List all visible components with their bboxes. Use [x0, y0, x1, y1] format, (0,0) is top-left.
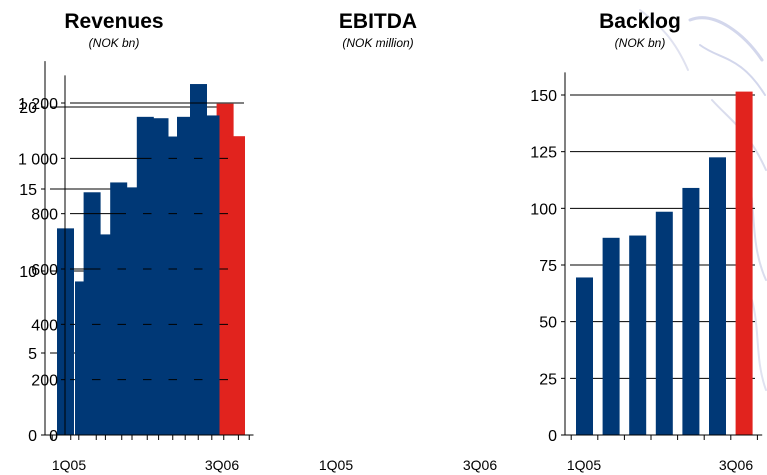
watermark-stroke [639, 9, 689, 71]
bar-1q05 [75, 281, 92, 435]
watermark-stroke [688, 16, 764, 62]
bar-3q06 [228, 136, 245, 435]
x-label-last: 3Q06 [205, 457, 239, 473]
bar-1q05 [576, 277, 593, 435]
y-tick-label: 1 000 [18, 151, 58, 168]
bar-4q05 [151, 118, 169, 435]
plot-area: 0 25 50 75 100 125 150 [530, 72, 763, 445]
y-tick-label: 800 [31, 207, 58, 224]
backlog-chart-panel: Backlog (NOK bn) 0 25 50 75 100 125 150 1Q05 3… [506, 0, 767, 475]
y-tick-label: 400 [31, 317, 58, 334]
watermark-stroke [699, 44, 766, 96]
backlog-chart: Backlog (NOK bn) 0 25 50 75 100 125 150 1Q05 3… [530, 10, 763, 473]
x-label-first: 1Q05 [52, 457, 86, 473]
bar-2q05 [100, 234, 118, 435]
y-tick-label: 1 200 [18, 96, 58, 113]
y-tick-label: 150 [530, 88, 557, 105]
y-tick-label: 125 [530, 145, 557, 162]
chart-title: Backlog [599, 10, 681, 33]
y-tick-label: 20 [19, 100, 37, 117]
bar-3q06 [735, 91, 753, 435]
ebitda-chart-panel: EBITDA (NOK million) 0 200 400 600 800 1 000 1… [18, 0, 506, 475]
bar-1q06 [177, 116, 194, 435]
bar-2q06 [202, 115, 220, 435]
chart-subtitle: (NOK bn) [615, 36, 666, 50]
chart-subtitle: (NOK bn) [89, 36, 140, 50]
y-tick-label: 0 [28, 428, 37, 445]
y-tick-label: 25 [539, 371, 557, 388]
chart-title: EBITDA [339, 10, 417, 33]
bar-4q05 [655, 211, 673, 435]
chart-title: Revenues [64, 10, 163, 33]
y-tick-label: 75 [539, 258, 557, 275]
chart-subtitle: (NOK million) [342, 36, 413, 50]
x-label-last: 3Q06 [719, 457, 753, 473]
y-tick-label: 200 [31, 373, 58, 390]
bar-2q06 [709, 157, 726, 436]
y-tick-label: 0 [548, 428, 557, 445]
y-tick-label: 100 [530, 201, 557, 218]
watermark-stroke [751, 299, 767, 391]
x-label-last: 3Q06 [463, 457, 497, 473]
x-label-first: 1Q05 [319, 457, 353, 473]
bar-3q05 [126, 187, 143, 435]
y-tick-label: 15 [19, 182, 37, 199]
bar-3q05 [629, 235, 647, 435]
y-tick-label: 0 [49, 428, 58, 445]
y-tick-label: 5 [28, 346, 37, 363]
y-tick-label: 10 [19, 264, 37, 281]
y-tick-label: 600 [31, 262, 58, 279]
x-label-first: 1Q05 [567, 457, 601, 473]
bar-1q06 [682, 187, 700, 435]
bar-2q05 [602, 237, 620, 435]
y-tick-label: 50 [539, 315, 557, 332]
